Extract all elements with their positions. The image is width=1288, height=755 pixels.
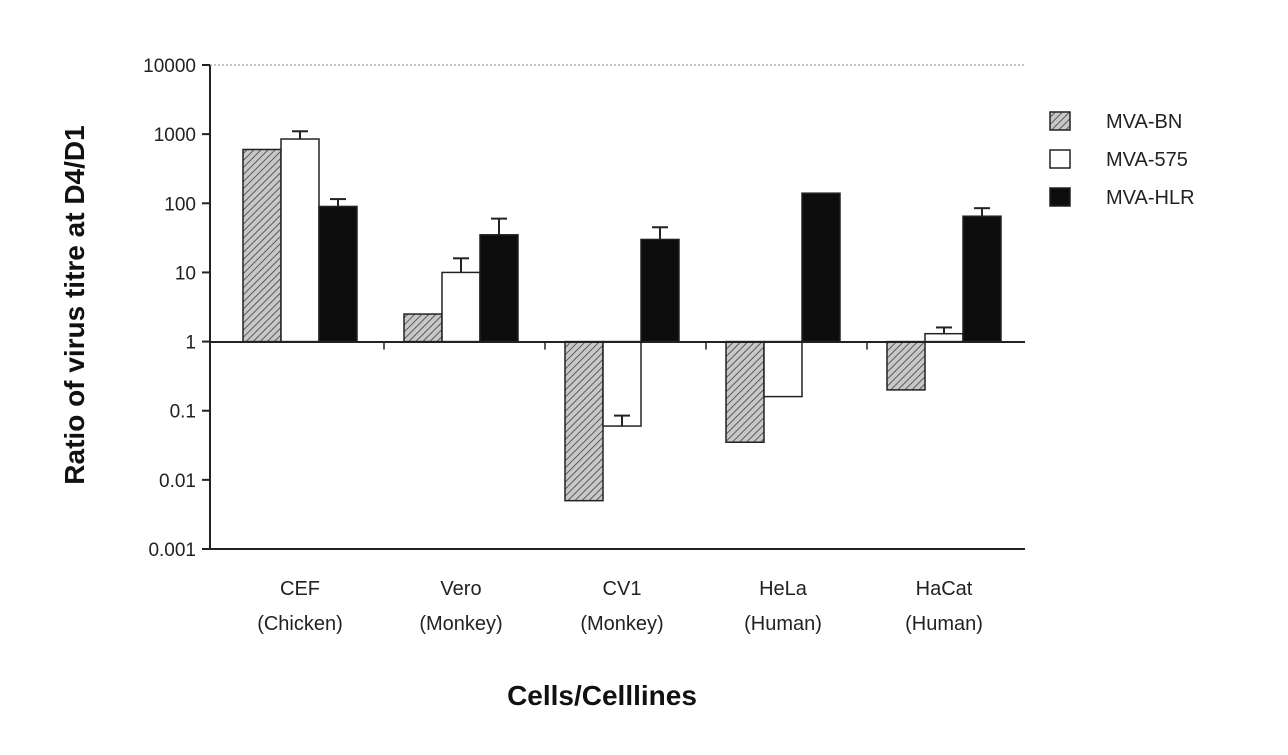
legend-swatch-mva-hlr	[1050, 188, 1070, 206]
bar-mva-575-cv1	[603, 342, 641, 426]
bar-mva-hlr-vero	[480, 235, 518, 342]
bar-mva-575-hela	[764, 342, 802, 397]
y-tick-label: 100	[164, 194, 196, 215]
y-tick-label: 1000	[154, 125, 196, 146]
x-category-species: (Monkey)	[419, 613, 502, 635]
x-category-name: HeLa	[759, 578, 808, 600]
legend-label: MVA-BN	[1106, 111, 1182, 133]
x-category-name: HaCat	[916, 578, 973, 600]
legend-swatch-mva-bn	[1050, 112, 1070, 130]
y-tick-label: 0.001	[148, 540, 196, 561]
y-tick-label: 0.01	[159, 471, 196, 492]
x-category-name: CEF	[280, 578, 320, 600]
bar-mva-bn-vero	[404, 314, 442, 342]
x-category-labels: CEF (Chicken) Vero (Monkey) CV1 (Monkey) HeLa (…	[257, 578, 983, 635]
x-category-species: (Human)	[905, 613, 983, 635]
bar-mva-575-cef	[281, 139, 319, 342]
x-category-name: Vero	[440, 578, 481, 600]
y-axis-title: Ratio of virus titre at D4/D1	[59, 125, 90, 484]
x-category-name: CV1	[603, 578, 642, 600]
bar-mva-575-vero	[442, 272, 480, 341]
y-ticks: 10000 1000 100 10 1 0.1 0.01 0.001	[143, 56, 210, 561]
x-category-species: (Monkey)	[580, 613, 663, 635]
bar-mva-hlr-hela	[802, 193, 840, 341]
bar-mva-575-hacat	[925, 334, 963, 342]
y-tick-label: 10000	[143, 56, 196, 77]
x-category-species: (Human)	[744, 613, 822, 635]
legend-swatch-mva-575	[1050, 150, 1070, 168]
y-tick-label: 0.1	[170, 402, 196, 423]
bar-mva-hlr-hacat	[963, 216, 1001, 341]
bar-mva-hlr-cef	[319, 206, 357, 341]
y-tick-label: 10	[175, 263, 196, 284]
x-axis-title: Cells/Celllines	[507, 680, 697, 711]
bar-mva-bn-cv1	[565, 342, 603, 501]
legend-label: MVA-HLR	[1106, 187, 1195, 209]
x-category-species: (Chicken)	[257, 613, 343, 635]
y-tick-label: 1	[185, 333, 196, 354]
bar-mva-bn-hela	[726, 342, 764, 443]
bar-mva-bn-cef	[243, 149, 281, 341]
legend-label: MVA-575	[1106, 149, 1188, 171]
legend: MVA-BN MVA-575 MVA-HLR	[1050, 111, 1195, 209]
bar-chart: 10000 1000 100 10 1 0.1 0.01 0.001 CEF (Chicken)…	[0, 0, 1288, 755]
bar-mva-hlr-cv1	[641, 239, 679, 341]
bar-mva-bn-hacat	[887, 342, 925, 390]
bars-layer	[243, 139, 1001, 501]
